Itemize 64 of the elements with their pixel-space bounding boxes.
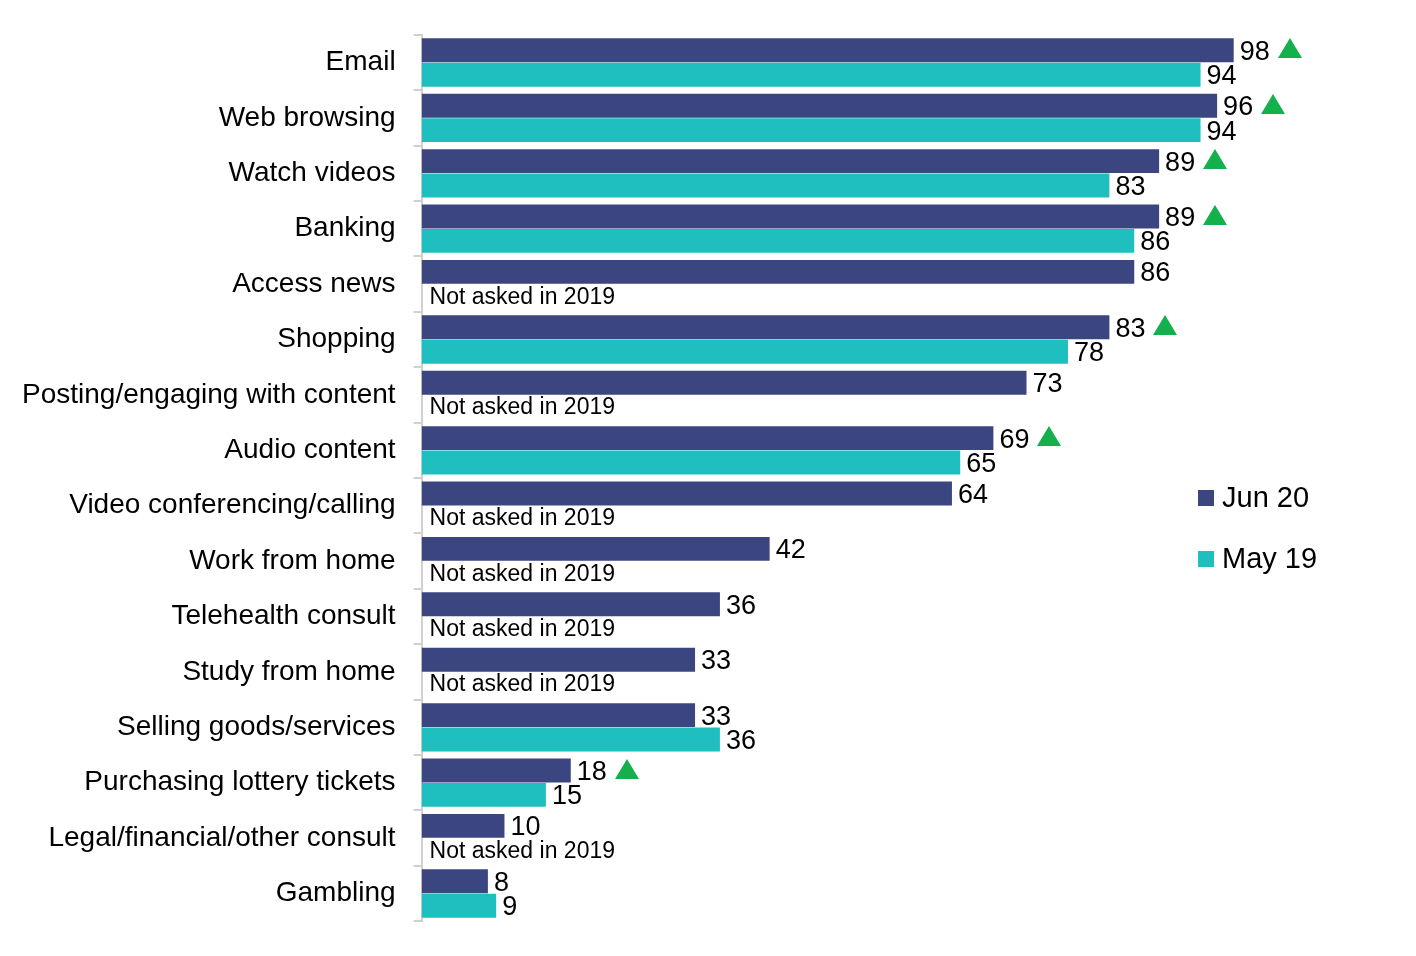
bar xyxy=(421,869,488,894)
data-label: 83 xyxy=(1115,312,1146,343)
y-tick-label: Posting/engaging with content xyxy=(21,377,396,409)
bar xyxy=(421,149,1160,174)
bar xyxy=(421,228,1135,253)
bar xyxy=(421,62,1201,87)
legend-label: Jun 20 xyxy=(1222,481,1310,513)
y-tick-label: Email xyxy=(325,45,396,77)
bar xyxy=(421,426,994,451)
y-tick-label: Video conferencing/calling xyxy=(69,488,396,520)
y-tick-label: Audio content xyxy=(224,433,396,465)
bar xyxy=(421,647,696,672)
y-tick-label: Access news xyxy=(232,266,396,298)
data-label: 78 xyxy=(1073,337,1105,368)
bar xyxy=(421,481,952,506)
data-label: 94 xyxy=(1206,60,1237,91)
text: Not asked in 2019 xyxy=(429,282,615,309)
y-tick-label: Shopping xyxy=(277,322,396,354)
bar xyxy=(421,727,720,752)
y-tick-label: Telehealth consult xyxy=(171,599,396,631)
data-label: 65 xyxy=(966,447,997,478)
bar xyxy=(421,173,1110,198)
data-label: 89 xyxy=(1165,146,1196,177)
y-tick-label: Study from home xyxy=(182,654,396,686)
data-label: 69 xyxy=(999,423,1030,454)
bar xyxy=(421,118,1201,143)
bar xyxy=(421,38,1234,63)
bar xyxy=(421,536,770,561)
y-tick-label: Selling goods/services xyxy=(117,710,396,742)
y-tick-label: Purchasing lottery tickets xyxy=(84,765,396,797)
bar xyxy=(421,259,1135,284)
bar xyxy=(421,758,571,783)
data-label: 98 xyxy=(1239,35,1270,66)
text: Not asked in 2019 xyxy=(429,504,615,531)
bar xyxy=(421,204,1160,229)
data-label: 73 xyxy=(1032,368,1063,399)
data-label: 64 xyxy=(957,478,988,509)
text: Not asked in 2019 xyxy=(429,615,615,642)
text: Not asked in 2019 xyxy=(429,393,615,420)
y-tick-label: Legal/financial/other consult xyxy=(48,820,396,852)
data-label: 36 xyxy=(725,589,756,620)
text: Not asked in 2019 xyxy=(429,559,615,586)
y-tick-label: Work from home xyxy=(189,543,396,575)
data-label: 86 xyxy=(1140,257,1171,288)
legend-label: May 19 xyxy=(1222,542,1318,574)
bar xyxy=(421,315,1110,340)
bar xyxy=(421,893,497,918)
data-label: 33 xyxy=(701,645,732,676)
bar xyxy=(421,592,720,617)
bar xyxy=(421,703,696,728)
text: Not asked in 2019 xyxy=(429,670,615,697)
bar xyxy=(421,450,961,475)
bar xyxy=(421,339,1068,364)
data-label: 42 xyxy=(775,534,806,565)
y-tick-label: Banking xyxy=(294,211,396,243)
y-tick-label: Watch videos xyxy=(228,156,396,188)
y-tick-label: Gambling xyxy=(275,876,396,908)
y-tick-label: Web browsing xyxy=(218,100,396,132)
bar xyxy=(421,93,1218,118)
bar xyxy=(421,370,1027,395)
bar xyxy=(421,813,505,838)
bar xyxy=(421,782,546,807)
data-label: 83 xyxy=(1115,170,1146,201)
text: Not asked in 2019 xyxy=(429,836,615,863)
